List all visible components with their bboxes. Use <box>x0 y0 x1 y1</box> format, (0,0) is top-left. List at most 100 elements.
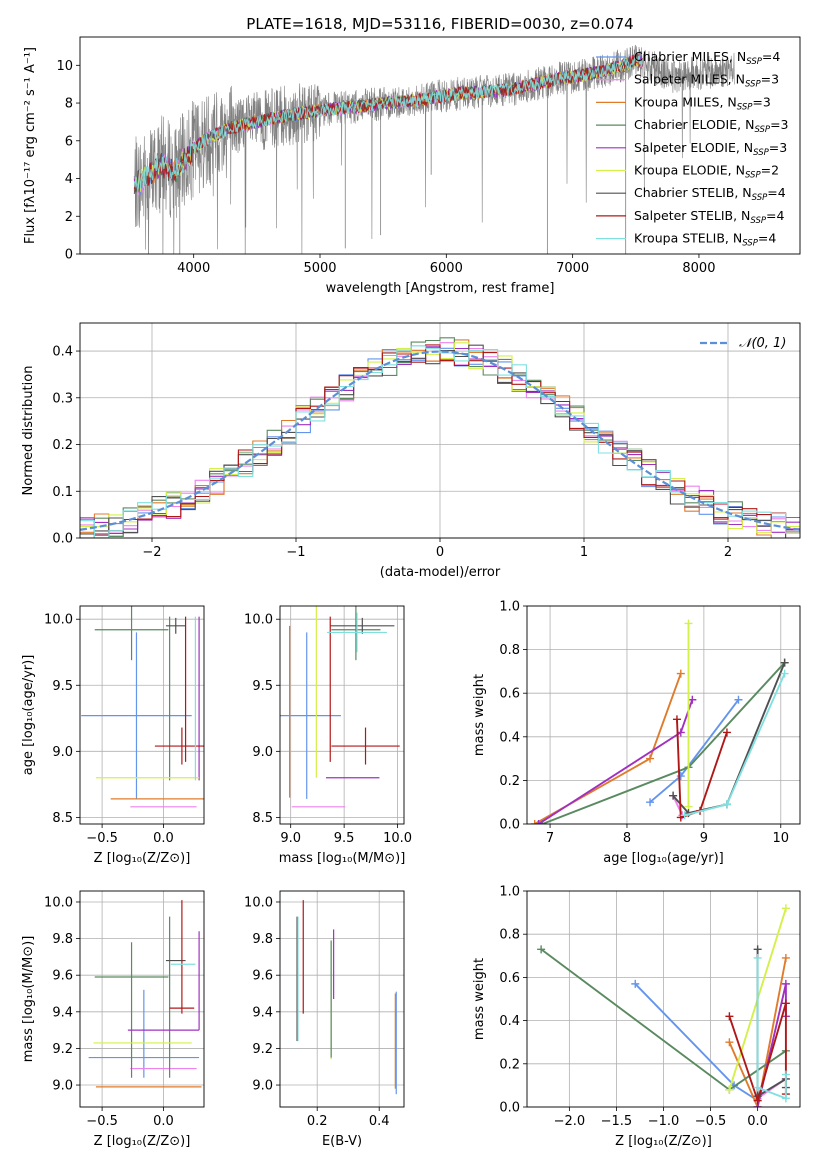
y-tick-label: 9.5 <box>52 679 73 694</box>
weight-marker <box>680 811 689 820</box>
y-tick-label: 10 <box>56 59 73 74</box>
x-axis-label: Z [log₁₀(Z/Z⊙)] <box>94 1134 191 1149</box>
x-tick-label: 9.0 <box>280 831 301 846</box>
legend-equals: = <box>766 208 776 223</box>
y-tick-label: 1.0 <box>499 885 520 900</box>
weight-marker <box>725 1012 734 1021</box>
y-axis-label: Normed distribution <box>21 366 36 496</box>
legend-value: 2 <box>771 163 779 178</box>
weight-line <box>684 673 786 817</box>
legend-entry: Salpeter ELODIE, NSSP=3 <box>634 140 787 158</box>
y-tick-label: 0.2 <box>52 438 73 453</box>
y-tick-label: 0.8 <box>499 643 520 658</box>
legend-entry: Chabrier STELIB, NSSP=4 <box>634 185 786 203</box>
x-tick-label: −1 <box>286 545 305 560</box>
legend-equals: = <box>767 185 777 200</box>
weight-marker <box>676 669 685 678</box>
histogram-kroupa-stelib <box>80 345 800 538</box>
y-tick-label: 0.1 <box>52 485 73 500</box>
weight-marker <box>753 1083 762 1092</box>
legend-subscript: SSP <box>745 80 761 90</box>
y-tick-label: 4 <box>65 172 73 187</box>
weight-marker <box>781 953 790 962</box>
legend-equals: = <box>761 72 771 87</box>
weight-line <box>534 673 682 824</box>
weight-marker <box>781 999 790 1008</box>
axes-frame <box>526 890 801 1108</box>
panel-age_mass: 9.0 9.5 10.0 8.5 9.0 9.5 10.0 mass [log₁₀(M/M⊙)… <box>244 605 412 866</box>
y-tick-label: 1.0 <box>499 600 520 615</box>
y-tick-label: 0.3 <box>52 391 73 406</box>
weight-line <box>728 1003 787 1104</box>
x-tick-label: −2.0 <box>554 1114 586 1129</box>
legend-value: 3 <box>763 94 771 109</box>
legend-entry: Salpeter STELIB, NSSP=4 <box>634 208 785 226</box>
weight-marker <box>537 945 546 954</box>
legend-subscript: SSP <box>746 57 762 67</box>
x-tick-label: 8000 <box>682 261 715 276</box>
legend-value: 4 <box>768 231 776 246</box>
legend-prefix: Kroupa MILES, N <box>634 94 737 109</box>
y-tick-label: 9.2 <box>252 1042 273 1057</box>
plot-area <box>280 606 400 808</box>
x-tick-label: 0.0 <box>153 831 174 846</box>
y-tick-label: 8.5 <box>52 811 73 826</box>
weight-marker <box>684 619 693 628</box>
legend-value: 3 <box>771 72 779 87</box>
x-tick-label: 8 <box>623 831 631 846</box>
panel-mass_EBV: 0.2 0.4 9.0 9.2 9.4 9.6 9.8 10.0 E(B-V) <box>244 890 405 1149</box>
legend-prefix: Salpeter STELIB, N <box>634 208 750 223</box>
legend-equals: = <box>761 163 771 178</box>
panel-weight_Z: −2.0 −1.5 −1.0 −0.5 0.0 0.0 0.2 0.4 0.6 0.8 1.0 Z [… <box>472 885 801 1149</box>
y-tick-label: 10.0 <box>244 895 273 910</box>
weight-marker <box>669 791 678 800</box>
y-tick-label: 0.0 <box>499 818 520 833</box>
weight-marker <box>753 1096 762 1105</box>
weight-marker <box>780 658 789 667</box>
x-tick-label: 1 <box>580 545 588 560</box>
axes-frame <box>279 890 405 1108</box>
axes-frame <box>79 322 801 539</box>
legend-prefix: Chabrier STELIB, N <box>634 185 752 200</box>
weight-line <box>756 958 787 1100</box>
x-axis-label: E(B-V) <box>322 1134 362 1149</box>
panel-residuals: −2 −1 0 1 2 0.0 0.1 0.2 0.3 0.4 (data-model)/error… <box>21 322 801 580</box>
y-tick-label: 0.2 <box>499 774 520 789</box>
y-tick-label: 9.4 <box>252 1005 273 1020</box>
legend-prefix: Chabrier MILES, N <box>634 49 746 64</box>
y-tick-label: 9.2 <box>52 1042 73 1057</box>
weight-marker <box>781 904 790 913</box>
normal-distribution-curve <box>80 350 800 531</box>
axes-frame <box>279 605 405 825</box>
y-tick-label: 9.6 <box>252 969 273 984</box>
legend-entry: 𝒩(0, 1) <box>739 336 786 351</box>
y-tick-label: 0.4 <box>499 1014 520 1029</box>
weight-line <box>756 949 787 1098</box>
legend-prefix: Kroupa STELIB, N <box>634 231 742 246</box>
panel-mass_Z: −0.5 0.0 9.0 9.2 9.4 9.6 9.8 10.0 Z [log₁₀(Z/Z⊙)… <box>21 890 205 1149</box>
legend-value: 3 <box>779 140 787 155</box>
axes-frame <box>526 605 801 825</box>
weight-marker <box>631 979 640 988</box>
y-tick-label: 0.6 <box>499 687 520 702</box>
legend-subscript: SSP <box>752 193 768 203</box>
chart-title: PLATE=1618, MJD=53116, FIBERID=0030, z=0… <box>246 15 633 33</box>
x-axis-label: age [log₁₀(age/yr)] <box>603 851 724 866</box>
axes-frame <box>79 605 205 825</box>
legend-entry: Kroupa MILES, NSSP=3 <box>634 94 771 112</box>
legend-value: 4 <box>777 208 785 223</box>
y-tick-label: 0.4 <box>52 345 73 360</box>
legend-prefix: Kroupa ELODIE, N <box>634 163 745 178</box>
legend-subscript: SSP <box>753 148 769 158</box>
x-tick-label: −0.5 <box>86 831 118 846</box>
weight-marker <box>722 728 731 737</box>
x-tick-label: −1.5 <box>601 1114 633 1129</box>
y-tick-label: 10.0 <box>44 613 73 628</box>
y-axis-label: Flux [fλ10⁻¹⁷ erg cm⁻² s⁻¹ A⁻¹] <box>23 47 38 244</box>
weight-marker <box>534 820 543 824</box>
legend-equals: = <box>758 231 768 246</box>
x-tick-label: 4000 <box>177 261 210 276</box>
x-tick-label: 0.0 <box>153 1114 174 1129</box>
legend-entry: Salpeter MILES, NSSP=3 <box>634 72 779 90</box>
legend-subscript: SSP <box>754 125 770 135</box>
